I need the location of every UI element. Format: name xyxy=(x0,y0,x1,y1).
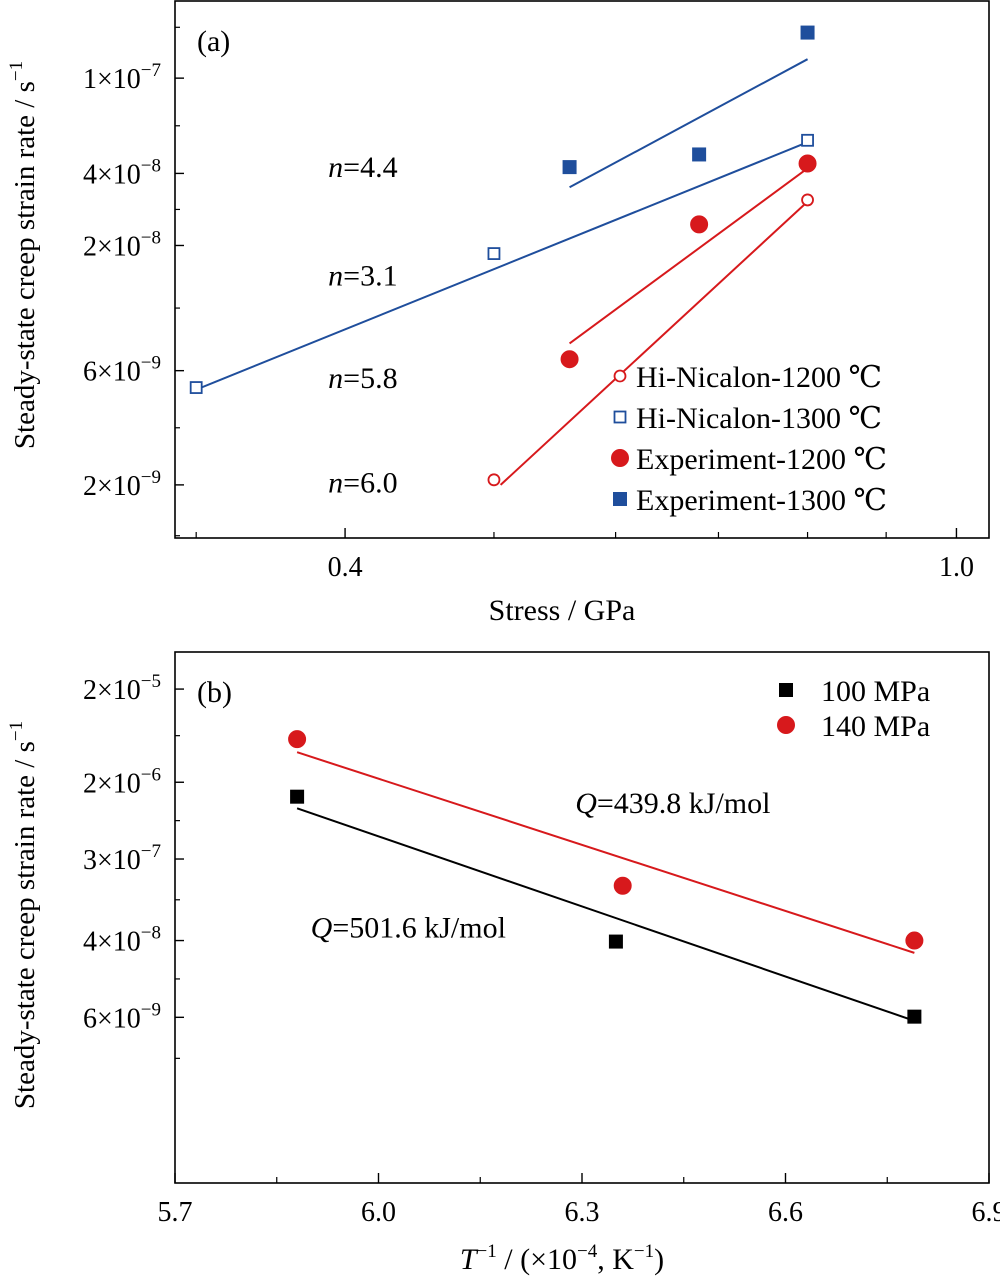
data-point xyxy=(692,147,707,162)
data-point xyxy=(487,473,501,487)
fit-annotation: n=3.1 xyxy=(328,259,397,292)
panel-label: (b) xyxy=(197,676,232,709)
panel-1: (b) 2×10−5 2×10−6 3×10−7 4×10−8 6×10−9 5.7 6.0 6… xyxy=(6,651,1000,1276)
y-axis-label: Steady-state creep strain rate / s−1 xyxy=(6,721,41,1109)
x-tick-label: 6.0 xyxy=(361,1197,396,1228)
data-point xyxy=(798,154,817,173)
legend-marker xyxy=(611,449,629,467)
data-point xyxy=(907,1009,922,1024)
y-axis-label: Steady-state creep strain rate / s−1 xyxy=(6,61,41,449)
data-point xyxy=(613,876,632,895)
data-point xyxy=(801,193,814,207)
data-point xyxy=(690,215,709,234)
fit-line xyxy=(499,200,809,486)
legend-marker xyxy=(777,716,795,734)
y-tick-label: 4×10−8 xyxy=(83,923,161,958)
fit-line xyxy=(195,141,808,391)
x-tick-label: 6.3 xyxy=(565,1197,600,1228)
legend-marker xyxy=(613,410,627,424)
fit-line xyxy=(569,58,809,189)
legend-marker xyxy=(613,369,627,383)
fit-annotation: Q=439.8 kJ/mol xyxy=(575,787,770,820)
x-tick-label: 6.6 xyxy=(768,1197,803,1228)
y-tick-label: 1×10−7 xyxy=(83,60,161,95)
panel-0: (a) 2×10−9 6×10−9 2×10−8 4×10−8 1×10−7 0.4 1.0 S… xyxy=(6,0,990,627)
x-tick-label: 1.0 xyxy=(939,552,974,583)
legend-marker xyxy=(613,492,627,506)
x-axis-label: Stress / GPa xyxy=(489,594,636,627)
data-point xyxy=(801,133,814,147)
y-tick-label: 4×10−8 xyxy=(83,155,161,190)
legend-label: Experiment-1200 ℃ xyxy=(636,443,887,476)
y-tick-label: 2×10−5 xyxy=(83,671,161,706)
y-tick-label: 6×10−9 xyxy=(83,353,161,388)
x-tick-label: 5.7 xyxy=(158,1197,193,1228)
data-point xyxy=(800,25,815,40)
legend-label: Hi-Nicalon-1300 ℃ xyxy=(636,402,882,435)
y-tick-label: 2×10−6 xyxy=(83,764,161,799)
fit-line xyxy=(296,807,915,1022)
data-point xyxy=(487,247,501,260)
plot-frame xyxy=(174,0,990,539)
data-point xyxy=(905,931,924,950)
fit-annotation: Q=501.6 kJ/mol xyxy=(311,912,506,945)
legend-label: Hi-Nicalon-1200 ℃ xyxy=(636,361,882,394)
data-point xyxy=(560,350,579,369)
data-point xyxy=(608,934,623,949)
fit-line xyxy=(568,167,809,345)
y-tick-label: 3×10−7 xyxy=(83,841,161,876)
data-point xyxy=(562,160,577,175)
fit-annotation: n=4.4 xyxy=(328,151,397,184)
x-tick-label: 6.9 xyxy=(972,1197,1000,1228)
y-tick-label: 6×10−9 xyxy=(83,999,161,1034)
fit-line xyxy=(296,751,915,954)
legend-label: 140 MPa xyxy=(821,710,930,743)
x-tick-label: 0.4 xyxy=(328,552,363,583)
fit-annotation: n=6.0 xyxy=(328,466,397,499)
data-point xyxy=(189,381,203,394)
x-axis-label: T−1 / (×10−4, K−1) xyxy=(460,1241,664,1276)
legend-marker xyxy=(779,683,793,697)
legend: Hi-Nicalon-1200 ℃ Hi-Nicalon-1300 ℃ Experi… xyxy=(611,361,887,517)
data-point xyxy=(290,789,305,804)
data-point xyxy=(288,730,307,749)
y-tick-label: 2×10−8 xyxy=(83,227,161,262)
y-tick-label: 2×10−9 xyxy=(83,467,161,502)
legend-label: 100 MPa xyxy=(821,675,930,708)
panel-label: (a) xyxy=(197,25,230,58)
fit-annotation: n=5.8 xyxy=(328,362,397,395)
legend-label: Experiment-1300 ℃ xyxy=(636,484,887,517)
